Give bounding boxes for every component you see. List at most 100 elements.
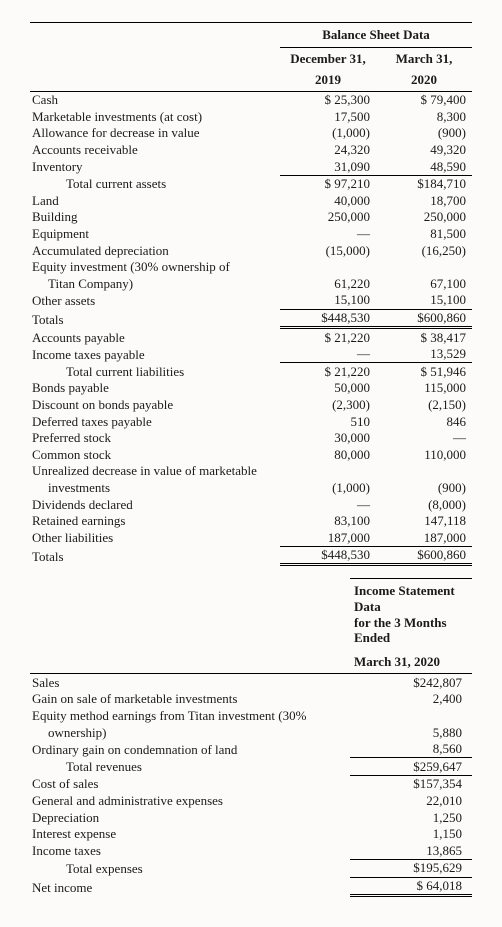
- table-row: Land40,00018,700: [30, 192, 472, 209]
- row-label: Bonds payable: [30, 380, 280, 397]
- row-label: Ordinary gain on condemnation of land: [30, 741, 350, 758]
- row-value-col2: (16,250): [376, 242, 472, 259]
- row-value: $157,354: [350, 775, 472, 792]
- table-row: Preferred stock30,000—: [30, 430, 472, 447]
- row-value-col2: (900): [376, 125, 472, 142]
- bs-col1-l2: 2019: [280, 69, 376, 91]
- table-row: Other liabilities187,000187,000: [30, 529, 472, 546]
- table-row: Gain on sale of marketable investments2,…: [30, 691, 472, 708]
- row-label: Preferred stock: [30, 430, 280, 447]
- is-header-l2: for the 3 Months Ended: [354, 615, 472, 646]
- row-label: Allowance for decrease in value: [30, 125, 280, 142]
- table-row: Depreciation1,250: [30, 809, 472, 826]
- income-statement-table: Income Statement Data for the 3 Months E…: [30, 578, 472, 897]
- bs-col2-l2: 2020: [376, 69, 472, 91]
- row-label: Interest expense: [30, 826, 350, 843]
- row-value-col2: 15,100: [376, 292, 472, 309]
- table-row: Totals$448,530$600,860: [30, 546, 472, 565]
- row-value-col1: 17,500: [280, 108, 376, 125]
- row-label: Cost of sales: [30, 775, 350, 792]
- row-value: $195,629: [350, 859, 472, 877]
- table-row: Deferred taxes payable510846: [30, 413, 472, 430]
- row-value: [350, 708, 472, 725]
- row-label: Gain on sale of marketable investments: [30, 691, 350, 708]
- table-row: Common stock80,000110,000: [30, 446, 472, 463]
- table-row: Total current assets$ 97,210$184,710: [30, 175, 472, 192]
- row-label: Titan Company): [30, 275, 280, 292]
- row-value-col2: —: [376, 430, 472, 447]
- row-label: Total current assets: [30, 175, 280, 192]
- row-label: Total revenues: [30, 758, 350, 776]
- table-row: Cash$ 25,300$ 79,400: [30, 91, 472, 108]
- row-value-col1: 187,000: [280, 529, 376, 546]
- table-row: Net income$ 64,018: [30, 877, 472, 896]
- row-value: 1,150: [350, 826, 472, 843]
- row-value-col1: —: [280, 496, 376, 513]
- row-value-col2: $ 38,417: [376, 328, 472, 346]
- row-value-col1: —: [280, 346, 376, 363]
- row-value: 22,010: [350, 793, 472, 810]
- table-row: Discount on bonds payable(2,300)(2,150): [30, 396, 472, 413]
- row-value-col1: $ 21,220: [280, 363, 376, 380]
- table-row: ownership)5,880: [30, 724, 472, 741]
- table-row: Building250,000250,000: [30, 209, 472, 226]
- row-label: Equity investment (30% ownership of: [30, 259, 280, 276]
- row-value-col1: $448,530: [280, 546, 376, 565]
- row-label: Marketable investments (at cost): [30, 108, 280, 125]
- row-label: Building: [30, 209, 280, 226]
- row-value-col1: (1,000): [280, 479, 376, 496]
- row-value-col1: (15,000): [280, 242, 376, 259]
- table-row: Bonds payable50,000115,000: [30, 380, 472, 397]
- table-row: General and administrative expenses22,01…: [30, 793, 472, 810]
- table-row: Total current liabilities$ 21,220$ 51,94…: [30, 363, 472, 380]
- row-value: $242,807: [350, 674, 472, 691]
- row-value-col2: 110,000: [376, 446, 472, 463]
- table-row: Unrealized decrease in value of marketab…: [30, 463, 472, 480]
- table-row: Inventory31,09048,590: [30, 158, 472, 175]
- row-label: Income taxes: [30, 842, 350, 859]
- row-value-col1: 61,220: [280, 275, 376, 292]
- bs-col2-l1: March 31,: [376, 47, 472, 69]
- table-row: Ordinary gain on condemnation of land8,5…: [30, 741, 472, 758]
- row-value-col2: (900): [376, 479, 472, 496]
- row-value-col2: $ 79,400: [376, 91, 472, 108]
- row-value-col1: 50,000: [280, 380, 376, 397]
- table-row: Equity investment (30% ownership of: [30, 259, 472, 276]
- row-value: $259,647: [350, 758, 472, 776]
- row-value: 2,400: [350, 691, 472, 708]
- row-value-col1: $448,530: [280, 309, 376, 328]
- row-value-col2: 115,000: [376, 380, 472, 397]
- row-value-col2: [376, 259, 472, 276]
- row-value-col1: [280, 463, 376, 480]
- row-value-col2: 48,590: [376, 158, 472, 175]
- table-row: Income taxes13,865: [30, 842, 472, 859]
- table-row: Equity method earnings from Titan invest…: [30, 708, 472, 725]
- row-value: $ 64,018: [350, 877, 472, 896]
- row-value: 1,250: [350, 809, 472, 826]
- row-value-col2: (2,150): [376, 396, 472, 413]
- row-label: Unrealized decrease in value of marketab…: [30, 463, 280, 480]
- row-label: Other assets: [30, 292, 280, 309]
- row-label: Accounts receivable: [30, 142, 280, 159]
- row-value-col2: [376, 463, 472, 480]
- row-label: ownership): [30, 724, 350, 741]
- row-value-col2: $600,860: [376, 546, 472, 565]
- row-value-col1: $ 25,300: [280, 91, 376, 108]
- table-row: Income taxes payable—13,529: [30, 346, 472, 363]
- row-value-col2: 49,320: [376, 142, 472, 159]
- row-value-col2: 187,000: [376, 529, 472, 546]
- table-row: Interest expense1,150: [30, 826, 472, 843]
- row-value-col1: 15,100: [280, 292, 376, 309]
- is-header-l3: March 31, 2020: [354, 654, 472, 670]
- table-row: Allowance for decrease in value(1,000)(9…: [30, 125, 472, 142]
- bs-header: Balance Sheet Data: [280, 23, 472, 48]
- row-value-col1: 40,000: [280, 192, 376, 209]
- row-value-col2: 13,529: [376, 346, 472, 363]
- row-label: Other liabilities: [30, 529, 280, 546]
- table-row: Total revenues$259,647: [30, 758, 472, 776]
- balance-sheet-table: Balance Sheet Data December 31, March 31…: [30, 22, 472, 566]
- row-label: Deferred taxes payable: [30, 413, 280, 430]
- row-value-col2: 846: [376, 413, 472, 430]
- row-label: Land: [30, 192, 280, 209]
- row-value-col1: (1,000): [280, 125, 376, 142]
